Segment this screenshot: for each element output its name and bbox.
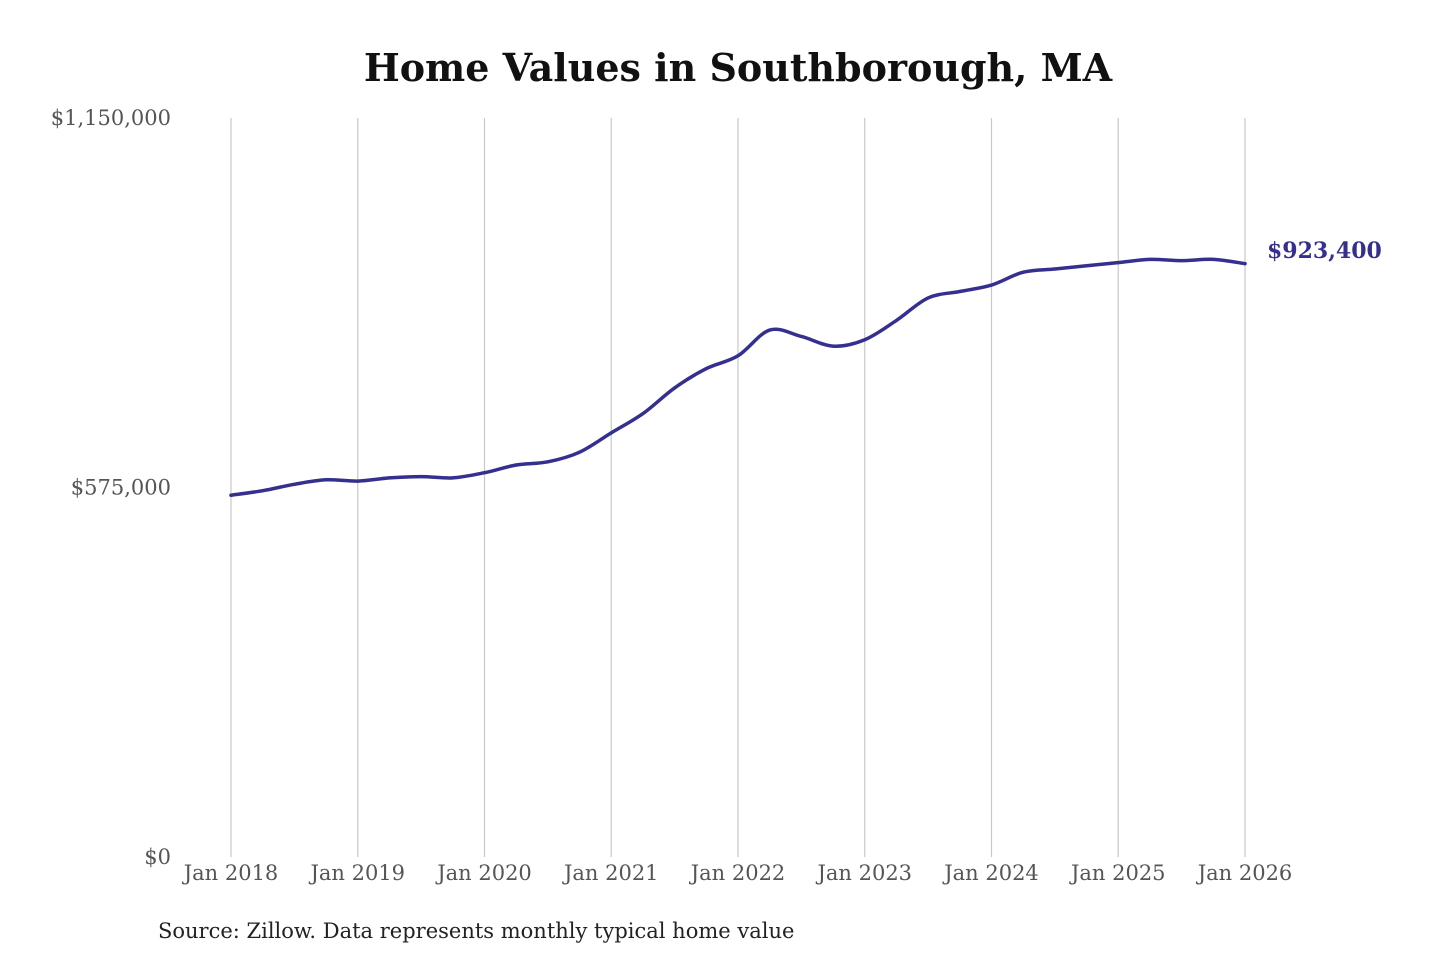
data-point-2020-01 (482, 471, 487, 475)
data-point-2020-10 (577, 450, 582, 454)
data-point-2018-04 (261, 489, 265, 493)
x-tick-label: Jan 2024 (942, 861, 1039, 885)
x-tick-label: Jan 2020 (435, 861, 532, 885)
y-tick-label: $575,000 (71, 476, 171, 500)
x-axis-tick-labels: Jan 2018 Jan 2019 Jan 2020 Jan 2021 Jan 2022… (182, 861, 1293, 885)
y-tick-label: $0 (144, 845, 171, 869)
latest-value-label: $923,400 (1267, 238, 1382, 264)
data-point-2023-04 (894, 318, 899, 323)
home-value-series-points (229, 257, 1247, 497)
data-point-2024-04 (1021, 270, 1025, 274)
data-point-2022-01 (736, 354, 740, 358)
source-note: Source: Zillow. Data represents monthly … (158, 919, 794, 943)
data-point-2025-04 (1148, 257, 1152, 261)
data-point-2024-10 (1084, 264, 1089, 268)
data-point-2023-01 (863, 338, 867, 342)
x-tick-label: Jan 2023 (815, 861, 912, 885)
data-point-2022-04 (768, 328, 772, 332)
data-point-2020-07 (546, 460, 550, 464)
data-point-2019-01 (356, 479, 360, 483)
data-point-2025-10 (1211, 257, 1215, 261)
x-tick-label: Jan 2018 (182, 861, 279, 885)
x-tick-label: Jan 2021 (562, 861, 659, 885)
data-point-2023-10 (958, 289, 962, 294)
data-point-2022-07 (799, 334, 803, 339)
y-tick-label: $1,150,000 (51, 106, 171, 130)
data-point-2021-01 (609, 431, 613, 435)
data-point-2025-01 (1116, 260, 1120, 265)
data-point-2024-01 (989, 283, 994, 287)
y-axis-tick-labels: $0 $575,000 $1,150,000 (51, 106, 171, 869)
x-tick-label: Jan 2026 (1196, 861, 1293, 885)
x-tick-label: Jan 2022 (689, 861, 786, 885)
x-tick-label: Jan 2019 (308, 861, 405, 885)
data-point-2018-10 (324, 478, 328, 482)
data-point-2025-07 (1180, 259, 1184, 263)
data-point-2019-10 (451, 476, 455, 480)
data-point-2024-07 (1053, 267, 1057, 271)
data-point-2019-04 (387, 476, 392, 480)
data-point-2018-07 (292, 482, 296, 486)
data-point-2020-04 (514, 463, 518, 467)
data-point-2018-01 (229, 493, 233, 497)
data-point-2019-07 (419, 474, 423, 479)
chart-title: Home Values in Southborough, MA (364, 45, 1113, 90)
x-tick-label: Jan 2025 (1069, 861, 1166, 885)
vertical-gridlines (230, 118, 1246, 857)
data-point-2021-04 (641, 412, 645, 416)
data-point-2021-10 (704, 367, 708, 371)
data-point-2021-07 (673, 386, 677, 390)
data-point-2026-01 (1243, 262, 1247, 266)
data-point-2022-10 (831, 344, 835, 348)
data-point-2023-07 (926, 296, 930, 300)
